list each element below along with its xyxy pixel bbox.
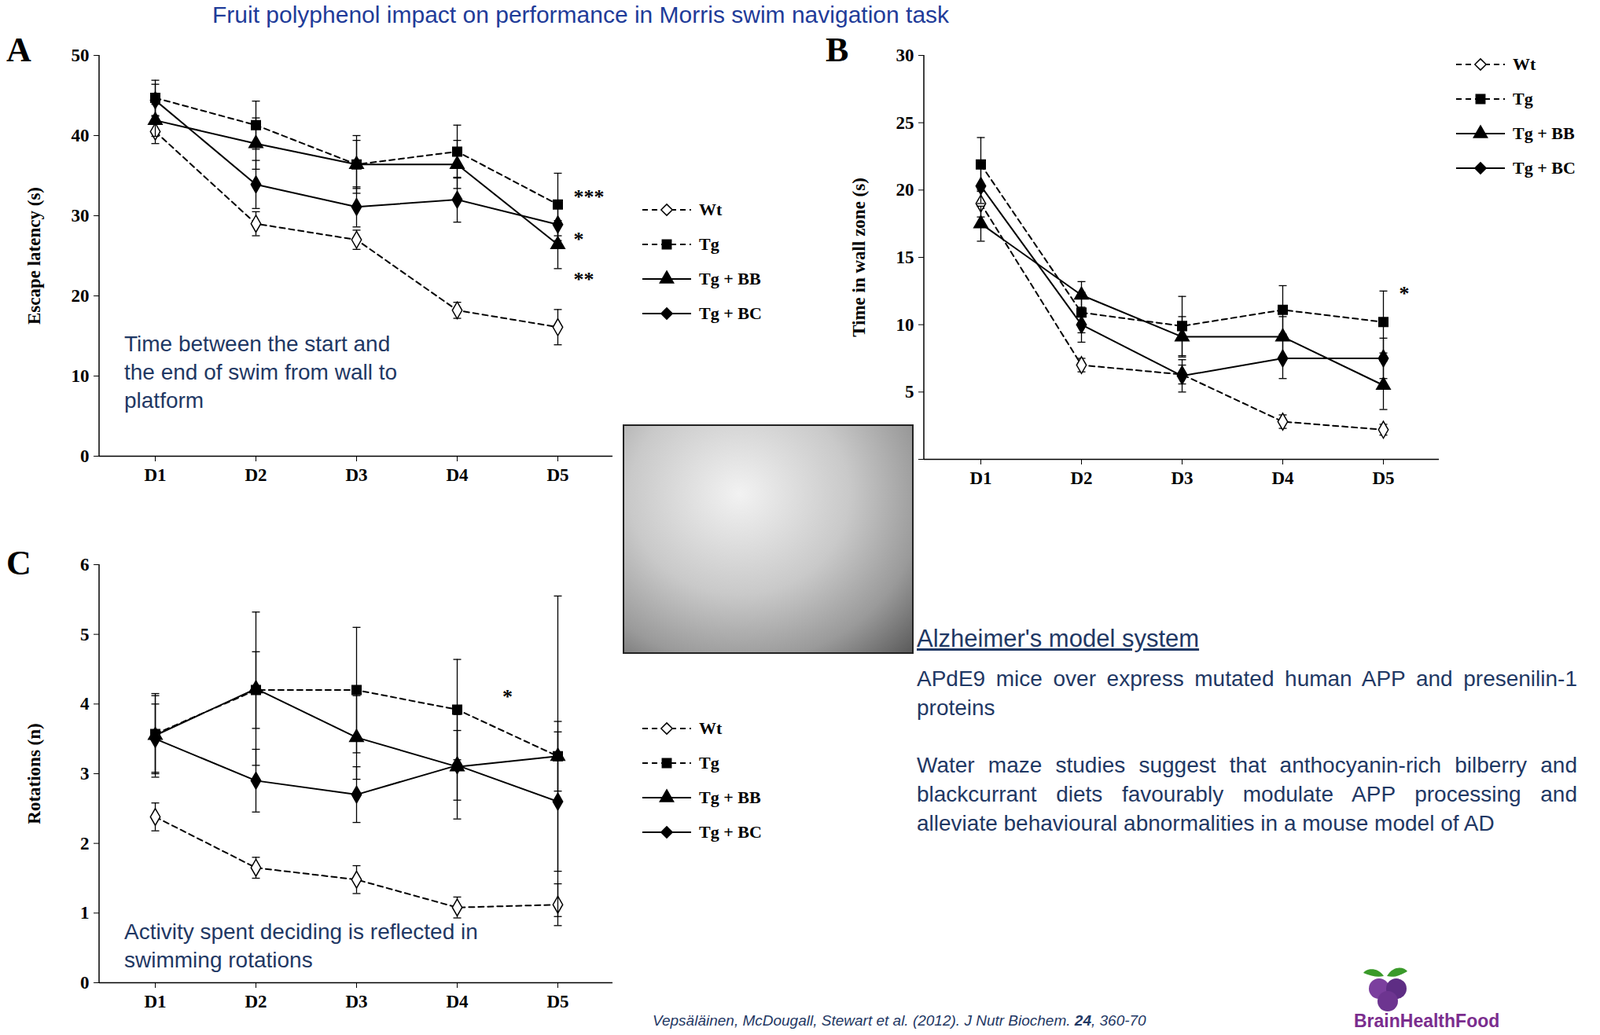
svg-text:D4: D4 — [445, 992, 469, 1012]
html-text:Fruit polyphenol impact on per: Fruit polyphenol impact on performance i… — [212, 1, 950, 28]
svg-text:6: 6 — [80, 555, 90, 575]
svg-text:D3: D3 — [345, 465, 368, 486]
html-text:Tg + BB: Tg + BB — [698, 787, 761, 808]
html-text:Tg: Tg — [698, 234, 720, 254]
html-text:Wt: Wt — [698, 199, 723, 220]
html-text:B: B — [825, 30, 849, 70]
html-text:Vepsäläinen, McDougall, Stewar: Vepsäläinen, McDougall, Stewart et al. (… — [652, 1012, 1147, 1030]
html-text:Activity spent deciding is ref: Activity spent deciding is reflected in … — [124, 919, 478, 973]
html-text:Tg + BB: Tg + BB — [1512, 123, 1575, 144]
svg-text:0: 0 — [80, 446, 90, 467]
svg-text:0: 0 — [80, 973, 90, 994]
svg-text:25: 25 — [896, 113, 915, 133]
svg-text:Escape latency (s): Escape latency (s) — [24, 187, 45, 325]
svg-text:30: 30 — [71, 205, 90, 226]
svg-text:D2: D2 — [244, 465, 267, 486]
svg-text:D5: D5 — [1371, 468, 1395, 489]
svg-text:2: 2 — [80, 834, 90, 854]
svg-text:D1: D1 — [143, 992, 166, 1012]
html-text:Time between the start and the: Time between the start and the end of sw… — [124, 331, 398, 413]
svg-text:D4: D4 — [445, 465, 469, 486]
svg-text:*: * — [1399, 282, 1410, 306]
html-text:Tg: Tg — [698, 753, 720, 773]
svg-text:10: 10 — [71, 366, 90, 387]
svg-text:1: 1 — [80, 903, 90, 924]
html-text:A: A — [6, 30, 32, 70]
html-text:Tg + BB: Tg + BB — [698, 268, 761, 289]
html-text:Tg + BC: Tg + BC — [698, 303, 762, 324]
svg-text:30: 30 — [896, 45, 915, 66]
svg-text:10: 10 — [896, 315, 915, 335]
svg-text:20: 20 — [71, 286, 90, 306]
svg-text:15: 15 — [896, 247, 915, 268]
svg-text:D3: D3 — [1170, 468, 1193, 489]
svg-text:4: 4 — [80, 694, 90, 714]
html-text:BrainHealthFood: BrainHealthFood — [1353, 1011, 1500, 1032]
html-text:Wt: Wt — [698, 718, 723, 739]
svg-text:D4: D4 — [1271, 468, 1295, 489]
svg-text:D2: D2 — [244, 992, 267, 1012]
html-text:Alzheimer's model system: Alzheimer's model system — [916, 625, 1200, 653]
svg-text:3: 3 — [80, 764, 90, 784]
svg-text:D3: D3 — [345, 992, 368, 1012]
svg-text:D5: D5 — [546, 992, 569, 1012]
html-text:Tg: Tg — [1512, 88, 1533, 109]
svg-text:***: *** — [573, 185, 605, 209]
svg-text:*: * — [502, 685, 513, 709]
svg-text:*: * — [573, 228, 585, 251]
svg-text:Time in wall zone (s): Time in wall zone (s) — [849, 177, 869, 338]
svg-text:Rotations (n): Rotations (n) — [24, 723, 45, 824]
svg-text:5: 5 — [80, 625, 90, 645]
svg-text:40: 40 — [71, 125, 90, 146]
svg-text:5: 5 — [904, 382, 915, 402]
html-text:Wt: Wt — [1512, 54, 1536, 74]
html-text:Tg + BC: Tg + BC — [698, 822, 762, 843]
html-text:Water maze studies suggest tha: Water maze studies suggest that anthocya… — [916, 753, 1578, 836]
svg-text:D1: D1 — [143, 465, 166, 486]
svg-text:D5: D5 — [546, 465, 569, 486]
svg-text:50: 50 — [71, 45, 90, 66]
html-text:C: C — [6, 544, 32, 583]
html-text:APdE9 mice over express mutate: APdE9 mice over express mutated human AP… — [916, 666, 1578, 721]
svg-text:D1: D1 — [969, 468, 992, 489]
html-text:Tg + BC: Tg + BC — [1512, 158, 1576, 178]
svg-text:D2: D2 — [1070, 468, 1093, 489]
svg-text:**: ** — [573, 268, 595, 291]
svg-text:20: 20 — [896, 180, 915, 200]
